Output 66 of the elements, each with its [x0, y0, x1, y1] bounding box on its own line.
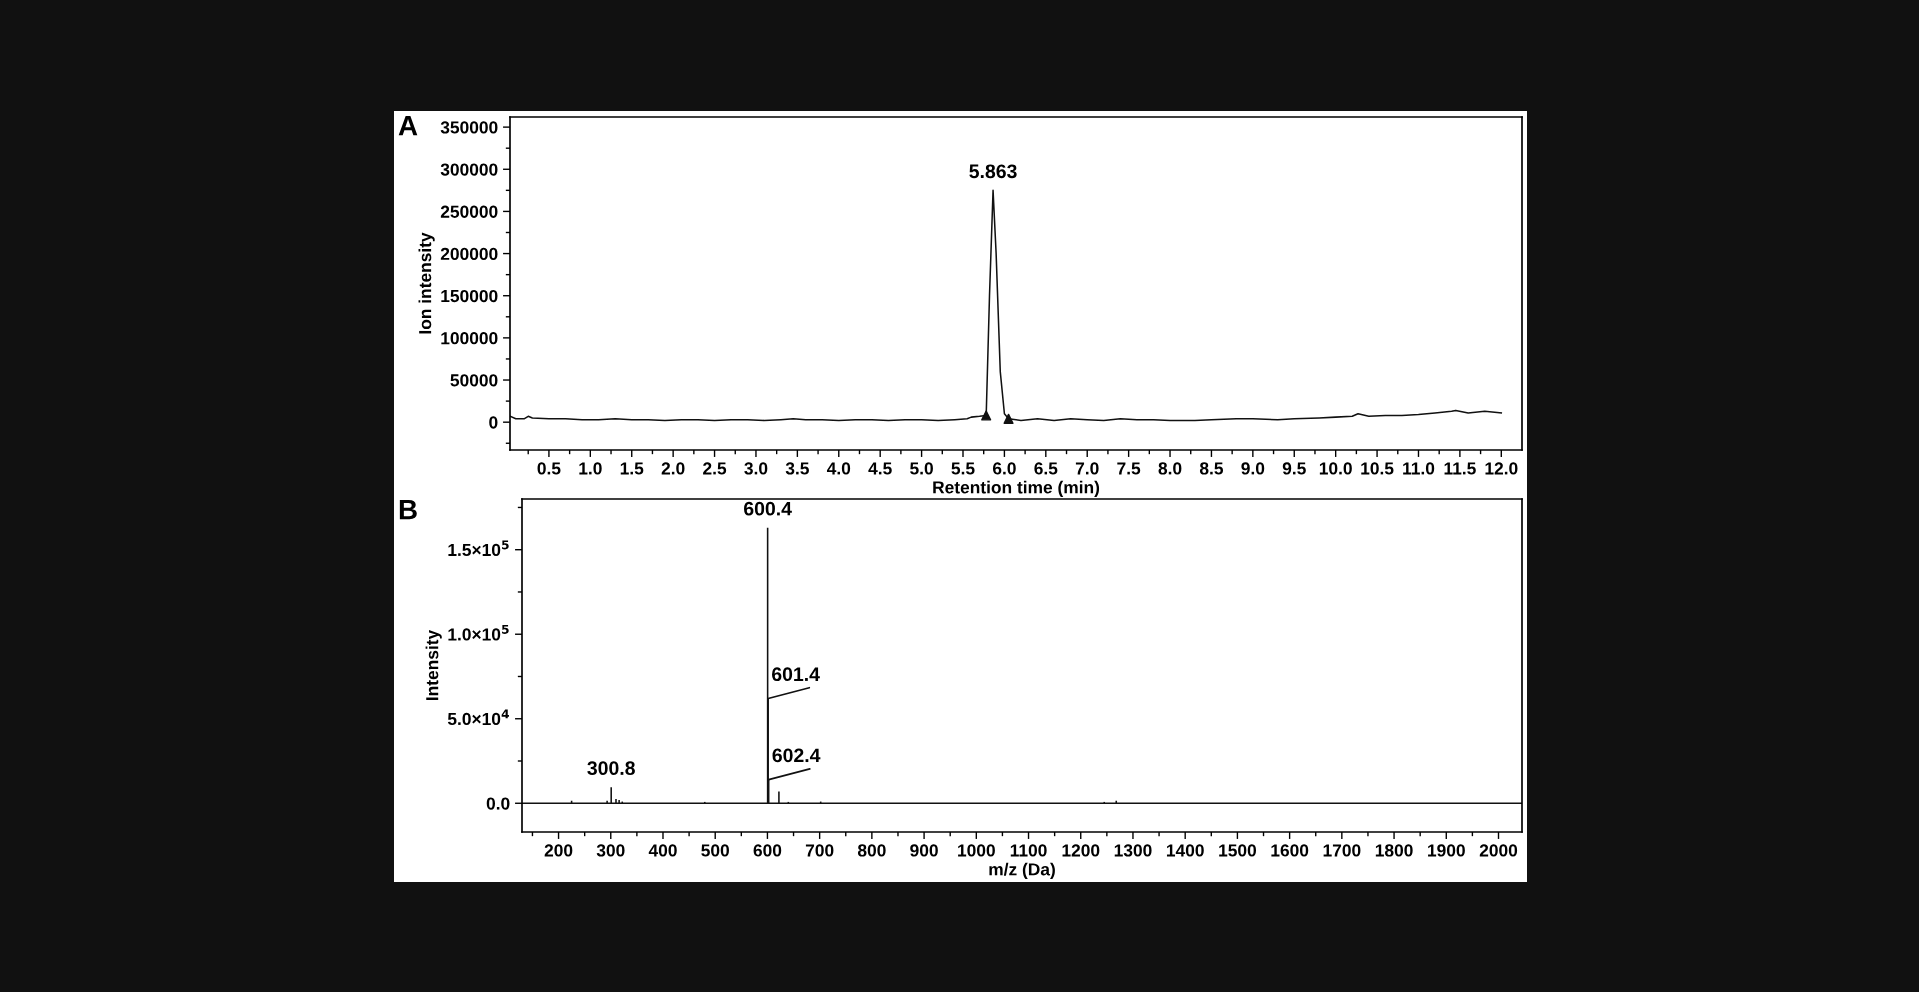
y-tick-label: 0.0: [486, 797, 510, 810]
y-tick-label: 150000: [441, 289, 498, 303]
annotation: 600.4: [744, 501, 792, 516]
x-tick-label: 3.5: [785, 462, 809, 475]
x-tick-label: 2000: [1479, 844, 1518, 857]
annotation: 5.863: [969, 164, 1017, 179]
x-tick-label: 200: [544, 844, 573, 857]
x-tick-label: 2.0: [661, 462, 685, 475]
x-tick-label: 6.5: [1034, 462, 1058, 475]
x-tick-label: 1200: [1062, 844, 1100, 857]
text: B: [399, 500, 417, 520]
y-axis-title: Intensity: [425, 629, 442, 701]
y-tick-label: 5.0×10$^{4}$: [447, 709, 509, 726]
x-tick-label: 12.0: [1485, 462, 1518, 475]
annotation: 601.4: [772, 667, 820, 682]
x-tick-label: 1500: [1219, 844, 1257, 857]
y-tick-label: 250000: [440, 205, 498, 218]
x-tick-label: 10.5: [1361, 462, 1394, 475]
x-tick-label: 8.0: [1158, 462, 1182, 475]
x-tick-label: 5.5: [951, 462, 975, 475]
x-tick-label: 7.5: [1117, 462, 1141, 475]
x-tick-label: 3.0: [744, 462, 768, 475]
y-tick-label: 100000: [441, 332, 498, 345]
x-axis-title: Retention time (min): [933, 480, 1100, 497]
x-tick-label: 8.5: [1199, 462, 1224, 475]
x-tick-label: 5.0: [910, 462, 933, 475]
x-tick-label: 1000: [958, 844, 995, 857]
x-tick-label: 1800: [1375, 844, 1413, 857]
y-tick-label: 1.5×10$^{5}$: [448, 540, 509, 557]
annotation: 300.8: [587, 761, 635, 776]
y-tick-label: 50000: [450, 374, 498, 387]
x-tick-label: 4.5: [868, 462, 892, 475]
x-tick-label: 9.0: [1241, 462, 1265, 475]
x-tick-label: 10.0: [1319, 462, 1352, 475]
x-tick-label: 900: [910, 844, 938, 857]
x-tick-label: 300: [596, 844, 625, 857]
x-tick-label: 11.5: [1444, 462, 1476, 475]
x-tick-label: 1.5: [620, 462, 644, 475]
annotation: 602.4: [772, 748, 821, 763]
x-tick-label: 600: [753, 844, 782, 857]
x-tick-label: 2.5: [703, 462, 727, 475]
x-tick-label: 7.0: [1075, 462, 1099, 475]
x-tick-label: 1400: [1166, 844, 1204, 857]
x-axis-title: m/z (Da): [989, 862, 1055, 879]
x-tick-label: 1600: [1271, 844, 1309, 857]
x-tick-label: 0.5: [537, 462, 561, 475]
y-axis-title: Ion intensity: [418, 232, 435, 334]
y-tick-label: 1.0×10$^{5}$: [448, 624, 509, 641]
x-tick-label: 1700: [1323, 844, 1361, 857]
y-tick-label: 350000: [440, 121, 498, 134]
x-tick-label: 11.0: [1403, 462, 1435, 475]
x-tick-label: 9.5: [1282, 462, 1306, 475]
x-tick-label: 1900: [1428, 844, 1465, 857]
y-tick-label: 200000: [440, 247, 498, 261]
x-tick-label: 4.0: [826, 462, 851, 475]
y-tick-label: 300000: [440, 163, 498, 176]
x-tick-label: 1.0: [579, 462, 602, 475]
x-tick-label: 400: [648, 844, 677, 857]
x-tick-label: 1300: [1114, 844, 1152, 857]
x-tick-label: 500: [701, 844, 729, 857]
x-tick-label: 6.0: [992, 462, 1016, 475]
x-tick-label: 1100: [1010, 844, 1047, 857]
text: A: [398, 116, 418, 136]
x-tick-label: 700: [805, 844, 834, 857]
y-tick-label: 0: [489, 416, 498, 429]
x-tick-label: 800: [857, 844, 886, 857]
